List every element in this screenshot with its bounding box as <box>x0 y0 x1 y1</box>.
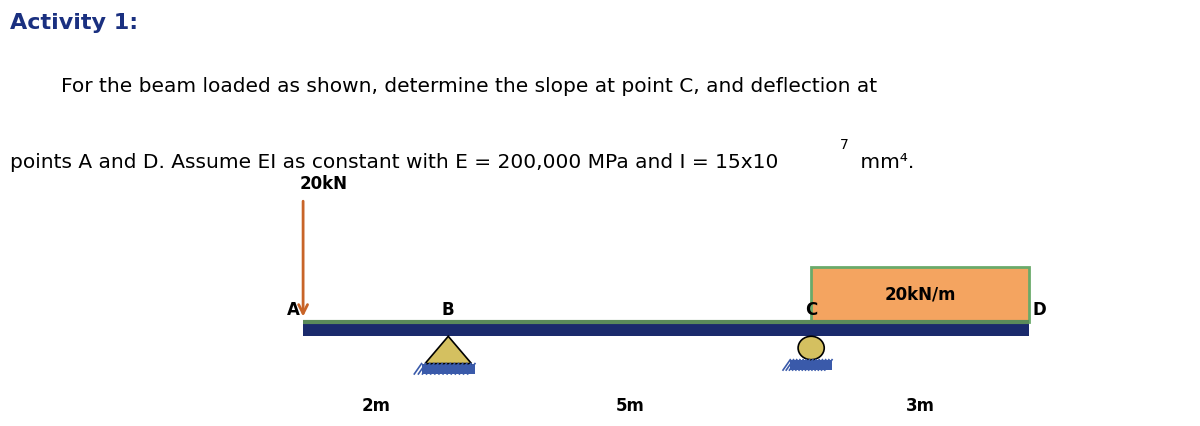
Text: points A and D. Assume EI as constant with E = 200,000 MPa and I = 15x10: points A and D. Assume EI as constant wi… <box>10 153 778 173</box>
Text: 2m: 2m <box>361 397 390 415</box>
Text: 20kN: 20kN <box>300 175 348 193</box>
Text: 3m: 3m <box>906 397 935 415</box>
Text: 7: 7 <box>840 138 848 153</box>
Bar <box>811 267 1028 322</box>
Text: mm⁴.: mm⁴. <box>854 153 914 173</box>
Text: Activity 1:: Activity 1: <box>10 13 138 33</box>
Bar <box>421 363 475 374</box>
Polygon shape <box>425 336 472 363</box>
Bar <box>304 322 1028 336</box>
Text: C: C <box>805 301 817 320</box>
Bar <box>791 360 832 370</box>
Circle shape <box>798 336 824 360</box>
Text: D: D <box>1032 301 1046 320</box>
Text: For the beam loaded as shown, determine the slope at point C, and deflection at: For the beam loaded as shown, determine … <box>10 77 877 96</box>
Text: 5m: 5m <box>616 397 644 415</box>
Text: 20kN/m: 20kN/m <box>884 285 955 303</box>
Text: A: A <box>287 301 300 320</box>
Text: B: B <box>442 301 455 320</box>
